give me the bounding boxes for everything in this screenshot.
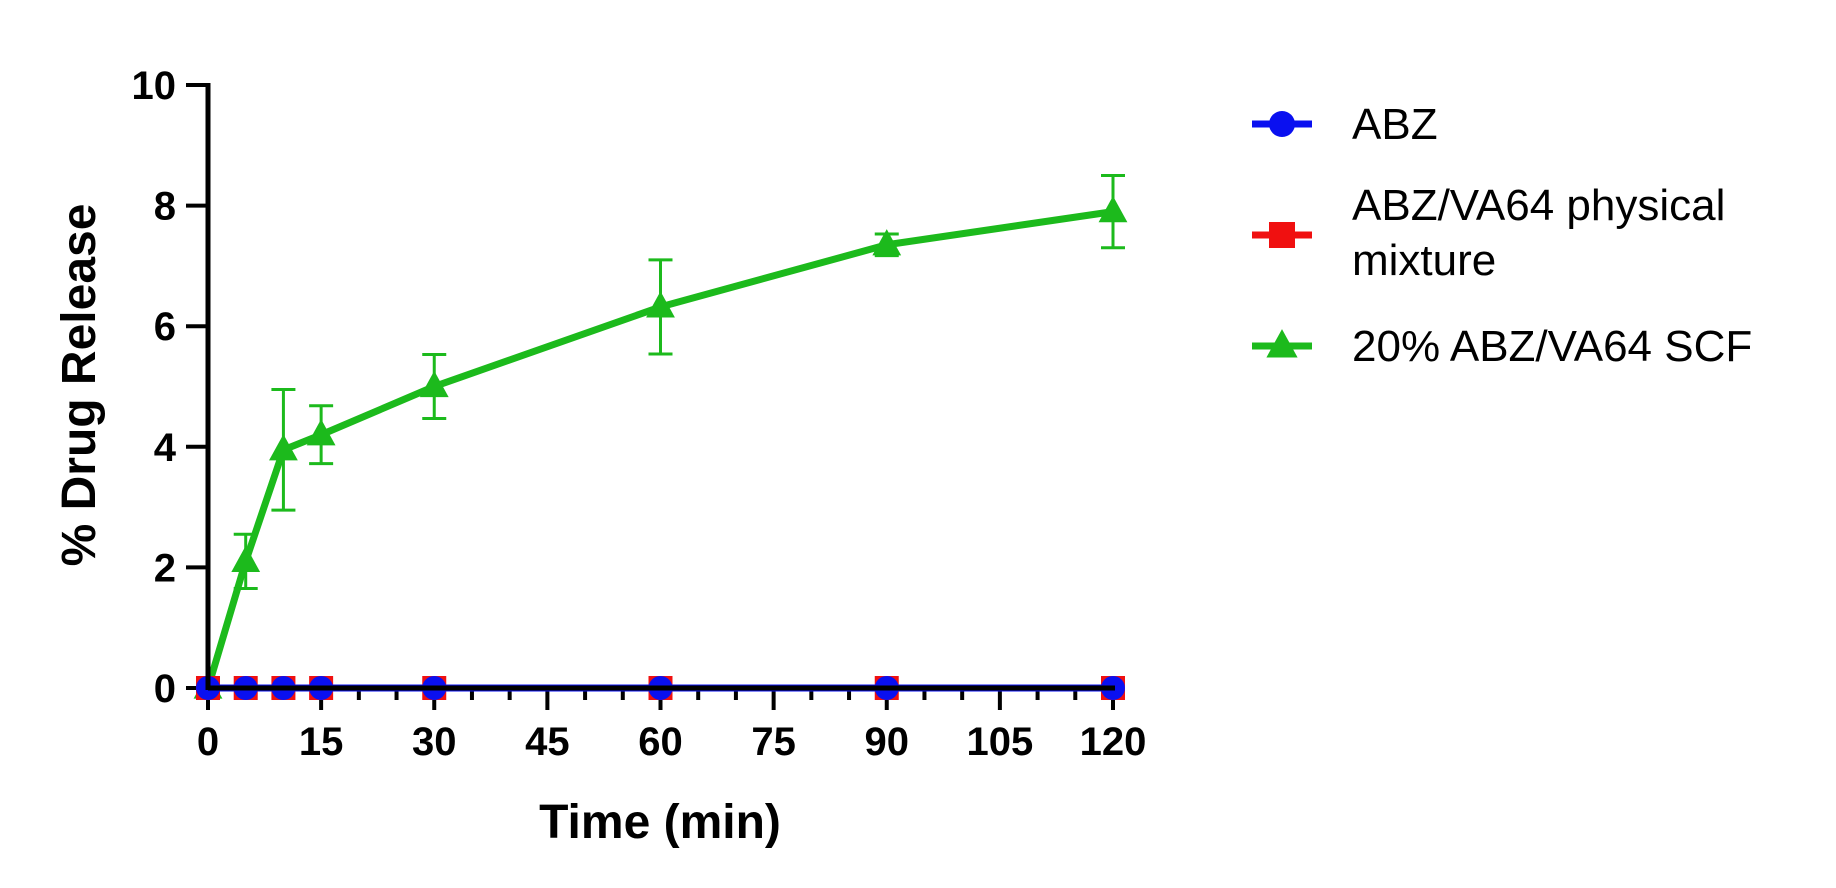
data-point bbox=[269, 434, 298, 461]
x-tick-label: 75 bbox=[751, 720, 796, 764]
x-tick-label: 105 bbox=[967, 720, 1034, 764]
series-3 bbox=[193, 173, 1128, 699]
data-point bbox=[419, 370, 449, 398]
series-line bbox=[204, 208, 1114, 689]
legend-label: ABZ bbox=[1352, 100, 1438, 149]
legend-swatch-marker bbox=[1269, 111, 1295, 137]
data-point bbox=[1098, 196, 1128, 223]
y-tick-label: 10 bbox=[132, 64, 177, 108]
x-tick-label: 15 bbox=[299, 720, 344, 764]
legend-label: 20% ABZ/VA64 SCF bbox=[1352, 322, 1752, 371]
y-axis-ticks: 0 2 4 6 8 10 bbox=[132, 64, 208, 711]
y-tick-label: 4 bbox=[154, 426, 177, 470]
legend-item: 20% ABZ/VA64 SCF bbox=[1252, 322, 1752, 371]
x-tick-label: 60 bbox=[638, 720, 683, 764]
data-point bbox=[231, 545, 261, 572]
legend-swatch-marker bbox=[1269, 222, 1295, 248]
legend-label-line: ABZ bbox=[1352, 100, 1438, 149]
x-tick-label: 30 bbox=[412, 720, 457, 764]
data-point bbox=[872, 229, 902, 256]
legend-item: ABZ/VA64 physical mixture bbox=[1252, 181, 1725, 285]
legend-label-line: 20% ABZ/VA64 SCF bbox=[1352, 322, 1752, 371]
legend-label: ABZ/VA64 physical mixture bbox=[1352, 181, 1725, 285]
legend-swatch-marker bbox=[1266, 329, 1298, 358]
legend-label-line: ABZ/VA64 physical bbox=[1352, 181, 1725, 230]
y-tick-label: 2 bbox=[154, 546, 176, 590]
x-tick-label: 0 bbox=[197, 720, 219, 764]
legend: ABZ ABZ/VA64 physical mixture 20% ABZ/VA64 … bbox=[1252, 100, 1752, 371]
x-tick-label: 120 bbox=[1080, 720, 1147, 764]
axes bbox=[205, 83, 1115, 691]
y-tick-label: 8 bbox=[154, 185, 176, 229]
series-layer bbox=[193, 173, 1128, 700]
x-axis-title: Time (min) bbox=[539, 796, 781, 849]
x-tick-label: 45 bbox=[525, 720, 570, 764]
y-axis-title: % Drug Release bbox=[53, 204, 106, 567]
data-point bbox=[306, 419, 336, 446]
x-tick-label: 90 bbox=[865, 720, 910, 764]
y-tick-label: 6 bbox=[154, 305, 176, 349]
y-tick-label: 0 bbox=[154, 667, 176, 711]
legend-item: ABZ bbox=[1252, 100, 1438, 149]
data-point bbox=[646, 291, 675, 318]
legend-label-line: mixture bbox=[1352, 236, 1496, 285]
